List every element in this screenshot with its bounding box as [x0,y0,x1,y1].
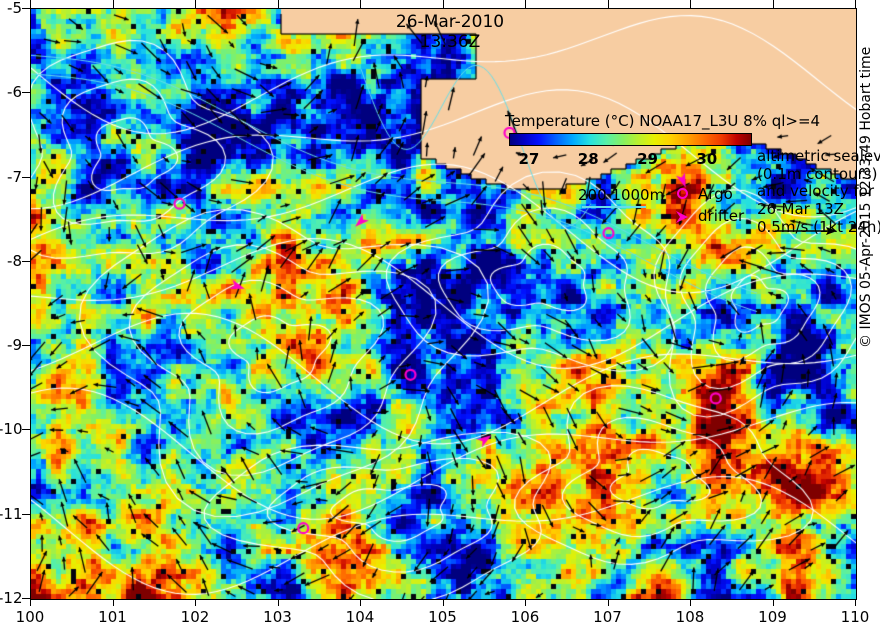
temperature-colorbar [509,133,752,146]
bathymetry-legend-label: 200 1000m [578,186,665,204]
argo-legend-label: Argo [698,185,733,203]
lat-tick-label: -8 [7,251,22,270]
colorbar-tick-label: 29 [637,150,658,168]
lon-tick [855,599,856,606]
colorbar-title: Temperature (°C) NOAA17_L3U 8% ql>=4 [505,112,821,130]
acquisition-time: 13:36Z [419,32,481,53]
lon-tick [772,599,774,606]
acquisition-timestamp: 26-Mar-2010 13:36Z [375,12,525,52]
lon-tick-top [525,0,526,8]
lat-tick-label: -10 [0,420,23,439]
lat-tick-label: -11 [0,504,23,523]
map-plot-area[interactable] [30,8,857,600]
colorbar-tick-label: 27 [518,150,540,168]
lon-tick-label: 104 [345,608,375,626]
lon-tick-top [277,0,279,8]
lon-tick-label: 103 [263,608,292,626]
lon-tick [525,599,526,606]
lon-tick-top [30,0,31,8]
lon-tick-top [690,0,691,8]
altimetry-line-0: altimetric sealevel [757,147,880,165]
altimetry-line-1: (0.1m contours) [757,164,878,183]
lat-tick-label: -6 [7,83,22,102]
lon-tick-label: 108 [675,608,705,626]
lat-tick [22,345,30,347]
lon-tick [112,599,114,606]
lon-tick-label: 106 [510,608,540,626]
lon-tick-top [855,0,856,8]
lon-tick-top [772,0,774,8]
lon-tick [442,599,444,606]
lon-tick-top [607,0,609,8]
lon-tick-label: 109 [758,608,787,626]
lon-tick [690,599,691,606]
lat-tick-label: -9 [7,336,22,355]
lon-tick [30,599,31,606]
lon-tick [607,599,609,606]
overlay-vector-layer [31,9,856,599]
lon-tick-top [195,0,196,8]
lat-tick [22,176,30,178]
lon-tick [360,599,361,606]
velocity-scale-arrow-icon [775,222,837,235]
colorbar-tick-label: 30 [696,150,718,168]
lat-tick [22,598,30,599]
lon-tick-label: 100 [15,608,45,626]
lat-tick [22,8,30,9]
lat-tick-label: -5 [7,0,22,17]
lat-tick [22,429,30,431]
lon-tick-top [360,0,361,8]
lat-tick [22,513,30,515]
copyright-notice: © IMOS 05-Apr-2015 12:33:49 Hobart time [858,46,874,348]
lon-tick-label: 110 [840,608,870,626]
argo-legend-icon [677,188,688,199]
lat-tick [22,260,30,262]
lon-tick-label: 102 [180,608,210,626]
lon-tick-top [112,0,114,8]
lon-tick-top [442,0,444,8]
drifter-legend-label: drifter [698,207,745,225]
lat-tick [22,92,30,94]
altimetry-line-3: 26-Mar 13Z [757,200,844,219]
lon-tick-label: 105 [428,608,457,626]
drifter-legend-icon [675,209,691,223]
lat-tick-label: -12 [0,589,23,607]
lat-tick-label: -7 [7,167,22,186]
lon-tick-label: 101 [98,608,127,626]
bathymetry-legend-line [582,206,646,208]
altimetry-line-2: and velocity for [757,182,875,201]
lon-tick [277,599,279,606]
colorbar-tick-label: 28 [577,150,599,168]
lon-tick-label: 107 [593,608,622,626]
acquisition-date: 26-Mar-2010 [395,12,505,32]
lon-tick [195,599,196,606]
